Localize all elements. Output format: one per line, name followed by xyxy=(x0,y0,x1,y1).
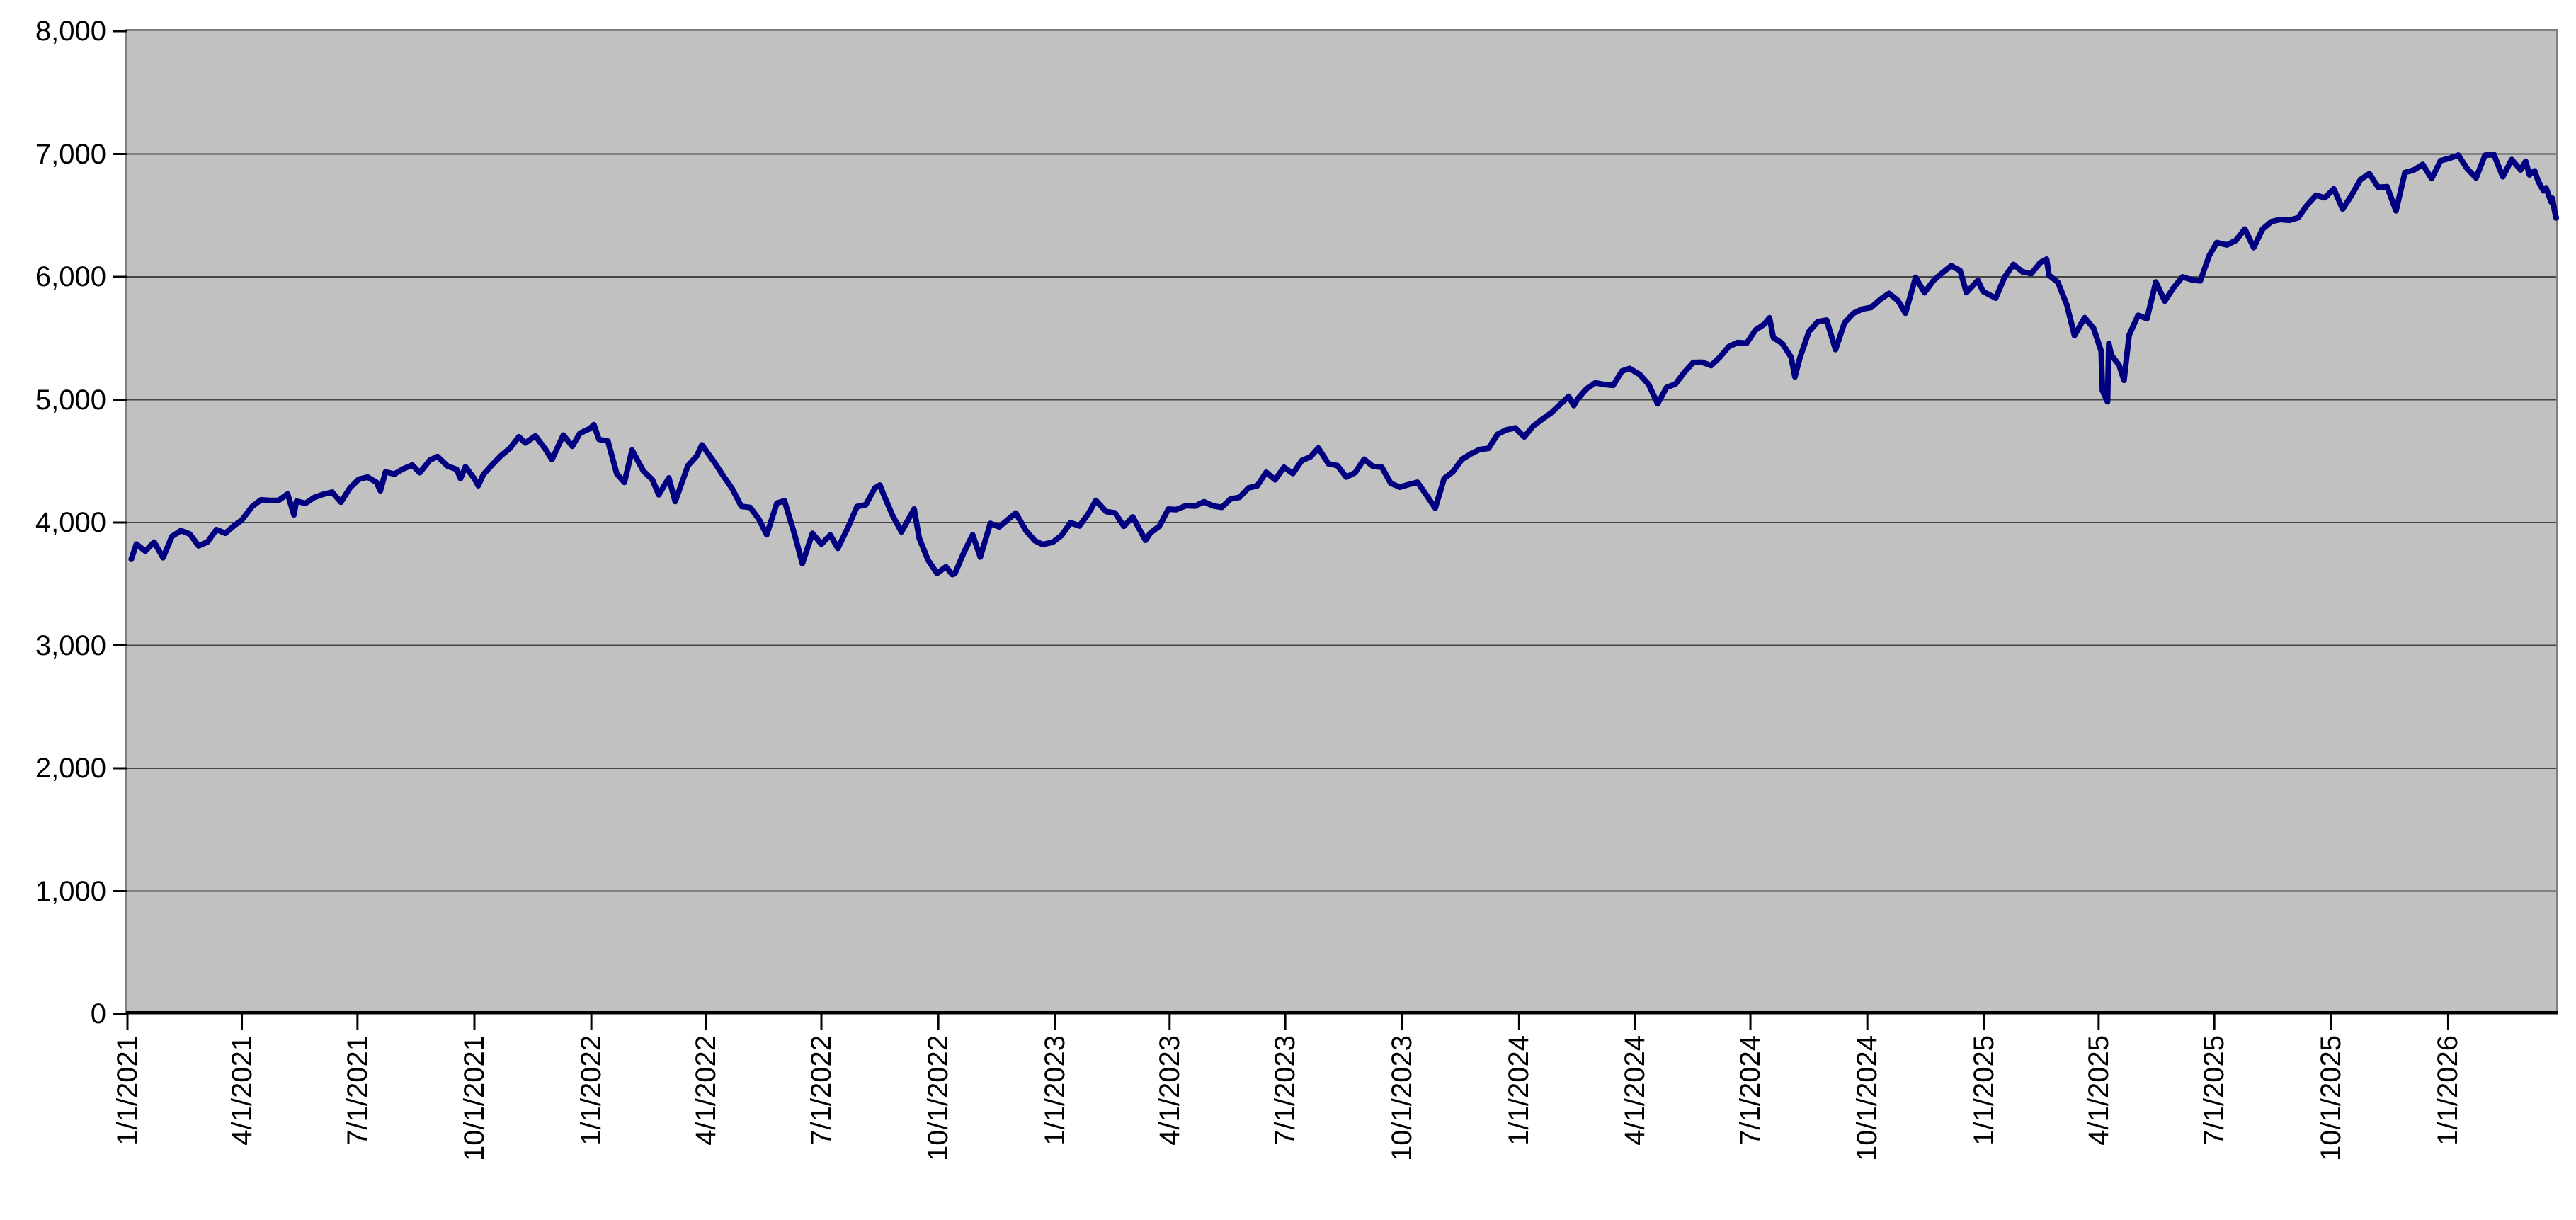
x-axis-tick-label: 10/1/2025 xyxy=(2315,1035,2347,1161)
y-axis-tick-label: 4,000 xyxy=(35,507,106,538)
y-axis-tick-label: 1,000 xyxy=(35,875,106,907)
y-axis-tick-label: 2,000 xyxy=(35,753,106,784)
x-axis-tick-label: 4/1/2022 xyxy=(690,1035,722,1146)
x-axis-tick-label: 7/1/2023 xyxy=(1270,1035,1301,1146)
x-axis-tick-label: 7/1/2025 xyxy=(2199,1035,2230,1146)
axis-tick-marks xyxy=(113,30,2449,1030)
x-axis-tick-label: 7/1/2021 xyxy=(341,1035,373,1146)
x-axis-tick-label: 10/1/2021 xyxy=(459,1035,490,1161)
x-axis-tick-label: 7/1/2024 xyxy=(1735,1035,1767,1146)
x-axis-tick-label: 1/1/2024 xyxy=(1503,1035,1535,1146)
x-axis-tick-label: 4/1/2025 xyxy=(2082,1035,2114,1146)
x-axis-tick-label: 4/1/2024 xyxy=(1619,1035,1651,1146)
y-axis-tick-label: 0 xyxy=(90,998,106,1030)
y-axis-tick-label: 7,000 xyxy=(35,138,106,170)
x-axis-tick-label: 1/1/2021 xyxy=(112,1035,143,1146)
x-axis-tick-label: 1/1/2023 xyxy=(1039,1035,1071,1146)
x-axis-tick-label: 1/1/2022 xyxy=(576,1035,608,1146)
y-axis-tick-label: 6,000 xyxy=(35,261,106,292)
y-axis-tick-label: 8,000 xyxy=(35,16,106,47)
x-axis-tick-label: 4/1/2023 xyxy=(1153,1035,1185,1146)
x-axis-tick-label: 1/1/2026 xyxy=(2432,1035,2464,1146)
x-axis-tick-label: 4/1/2021 xyxy=(226,1035,258,1146)
price-line xyxy=(128,152,2559,578)
x-axis-tick-label: 7/1/2022 xyxy=(806,1035,837,1146)
y-axis-tick-label: 5,000 xyxy=(35,384,106,416)
x-axis-tick-label: 1/1/2025 xyxy=(1968,1035,2000,1146)
x-axis-tick-label: 10/1/2024 xyxy=(1852,1035,1883,1161)
x-axis-tick-label: 10/1/2023 xyxy=(1386,1035,1418,1161)
x-axis-tick-label: 10/1/2022 xyxy=(923,1035,954,1161)
gridlines xyxy=(127,153,2556,892)
y-axis-tick-label: 3,000 xyxy=(35,629,106,661)
